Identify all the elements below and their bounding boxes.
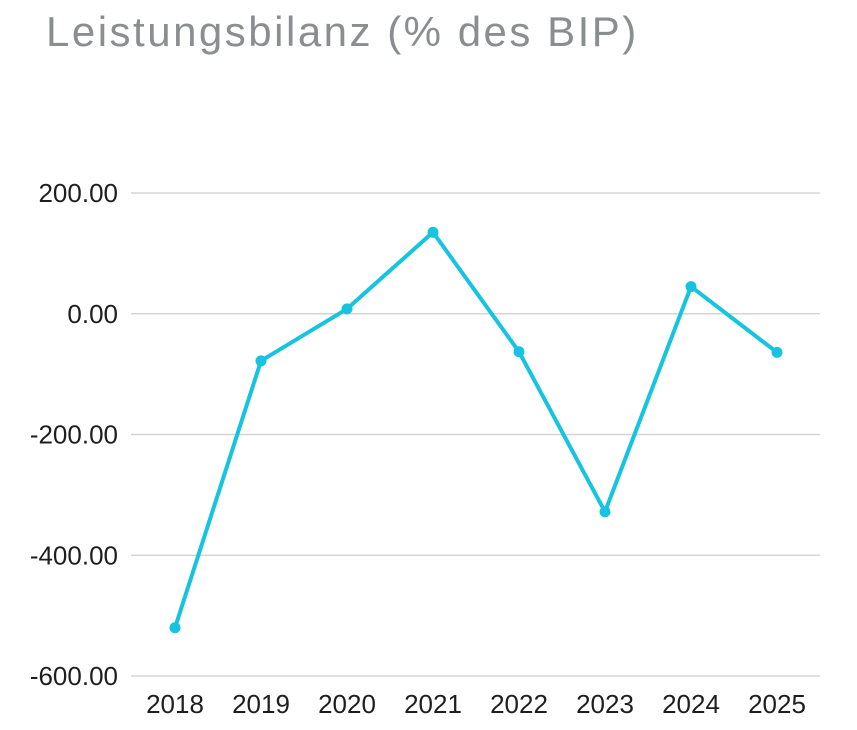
- data-point: [169, 622, 181, 634]
- y-tick-label: -400.00: [30, 540, 118, 570]
- data-point: [771, 346, 783, 358]
- data-point: [599, 506, 611, 518]
- gridlines-group: [131, 192, 820, 677]
- series-group: [169, 226, 783, 634]
- x-tick-label: 2021: [404, 689, 462, 719]
- y-axis-labels-group: 200.00 0.00 -200.00 -400.00 -600.00: [30, 178, 118, 691]
- x-tick-label: 2019: [232, 689, 290, 719]
- y-tick-label: -200.00: [30, 420, 118, 450]
- data-point: [341, 303, 353, 315]
- x-tick-label: 2020: [318, 689, 376, 719]
- data-point: [685, 281, 697, 293]
- x-tick-label: 2023: [576, 689, 634, 719]
- x-tick-label: 2024: [662, 689, 720, 719]
- x-axis-labels-group: 2018 2019 2020 2021 2022 2023 2024 2025: [146, 689, 806, 719]
- data-point: [513, 346, 525, 358]
- data-point: [427, 226, 439, 238]
- y-tick-label: 200.00: [38, 178, 118, 208]
- x-tick-label: 2025: [748, 689, 806, 719]
- x-tick-label: 2022: [490, 689, 548, 719]
- data-point: [255, 355, 267, 367]
- chart-title: Leistungsbilanz (% des BIP): [46, 8, 639, 55]
- y-tick-label: -600.00: [30, 661, 118, 691]
- line-series: [173, 230, 779, 630]
- y-tick-label: 0.00: [67, 299, 118, 329]
- x-tick-label: 2018: [146, 689, 204, 719]
